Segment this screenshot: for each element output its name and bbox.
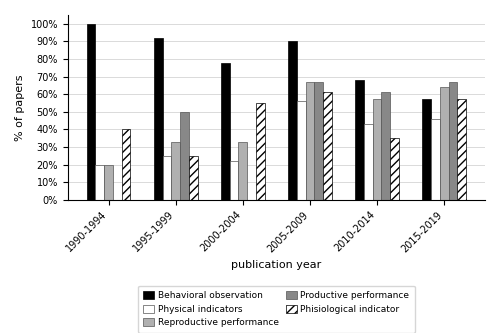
Bar xyxy=(382,93,390,200)
Bar xyxy=(390,138,399,200)
Bar xyxy=(221,63,230,200)
Bar xyxy=(104,165,113,200)
Bar xyxy=(297,101,306,200)
X-axis label: publication year: publication year xyxy=(232,259,322,269)
Bar xyxy=(422,100,431,200)
Bar xyxy=(154,38,162,200)
Bar xyxy=(162,156,172,200)
Legend: Behavioral observation, Physical indicators, Reproductive performance, Productiv: Behavioral observation, Physical indicat… xyxy=(138,286,415,333)
Bar xyxy=(364,124,372,200)
Bar xyxy=(440,87,448,200)
Bar xyxy=(189,156,198,200)
Bar xyxy=(356,80,364,200)
Bar xyxy=(238,142,247,200)
Bar xyxy=(448,82,458,200)
Bar xyxy=(230,161,238,200)
Bar xyxy=(256,103,264,200)
Bar xyxy=(288,41,297,200)
Bar xyxy=(431,119,440,200)
Bar xyxy=(314,82,323,200)
Bar xyxy=(122,130,130,200)
Bar xyxy=(458,100,466,200)
Bar xyxy=(86,24,96,200)
Bar xyxy=(96,165,104,200)
Bar xyxy=(323,93,332,200)
Bar xyxy=(306,82,314,200)
Bar xyxy=(172,142,180,200)
Bar xyxy=(180,112,189,200)
Y-axis label: % of papers: % of papers xyxy=(15,74,25,141)
Bar xyxy=(372,100,382,200)
